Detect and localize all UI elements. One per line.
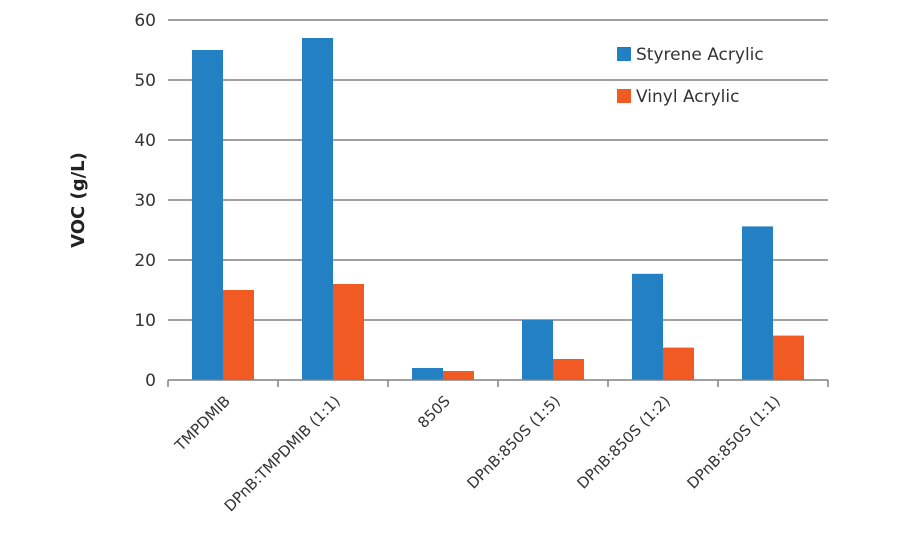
x-tick-label: DPnB:850S (1:5) <box>463 392 563 492</box>
y-tick-label: 50 <box>134 71 156 91</box>
bar-vinyl-acrylic <box>223 290 254 380</box>
x-tick-label: DPnB:850S (1:1) <box>683 392 783 492</box>
x-tick-label: DPnB:TMPDMIB (1:1) <box>221 392 344 515</box>
legend-label: Styrene Acrylic <box>636 45 764 65</box>
bar-styrene-acrylic <box>522 320 553 380</box>
bar-vinyl-acrylic <box>333 284 364 380</box>
bar-vinyl-acrylic <box>553 359 584 380</box>
y-tick-label: 10 <box>134 311 156 331</box>
y-axis-label: VOC (g/L) <box>68 152 89 248</box>
bar-styrene-acrylic <box>632 273 663 380</box>
x-tick-label: TMPDMIB <box>171 392 234 455</box>
x-tick-label: DPnB:850S (1:2) <box>573 392 673 492</box>
bar-styrene-acrylic <box>412 368 443 380</box>
legend-label: Vinyl Acrylic <box>636 87 739 107</box>
x-tick-label: 850S <box>414 392 454 432</box>
bar-styrene-acrylic <box>302 38 333 380</box>
legend-swatch <box>617 89 631 103</box>
legend-swatch <box>617 47 631 61</box>
y-tick-label: 30 <box>134 191 156 211</box>
y-tick-label: 0 <box>145 371 156 391</box>
y-tick-label: 40 <box>134 131 156 151</box>
bar-vinyl-acrylic <box>663 347 694 380</box>
bar-vinyl-acrylic <box>773 335 804 380</box>
bar-vinyl-acrylic <box>443 371 474 380</box>
bar-styrene-acrylic <box>742 226 773 380</box>
y-tick-label: 20 <box>134 251 156 271</box>
bar-styrene-acrylic <box>192 50 223 380</box>
y-tick-label: 60 <box>134 11 156 31</box>
